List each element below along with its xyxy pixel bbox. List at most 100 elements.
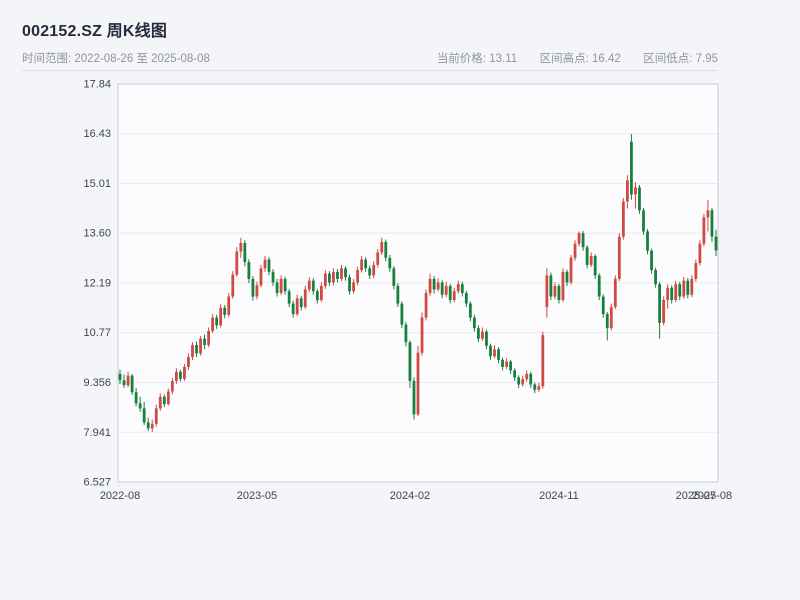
candle-body	[340, 268, 343, 279]
candle-body	[239, 243, 243, 252]
candle-body	[219, 307, 223, 326]
candle-body	[267, 259, 271, 272]
candle-body	[513, 370, 517, 378]
candle-body	[408, 342, 412, 381]
candle-body	[187, 357, 190, 367]
candle-body	[396, 285, 400, 304]
candle-body	[613, 278, 617, 308]
x-tick-label: 2024-11	[539, 490, 579, 502]
candle-body	[432, 278, 436, 290]
candle-body	[295, 298, 299, 315]
candle-body	[364, 259, 368, 269]
y-tick-label: 7.941	[83, 427, 111, 439]
candle-body	[662, 300, 666, 323]
header-divider	[22, 70, 718, 71]
candle-body	[130, 375, 134, 393]
candle-body	[231, 274, 235, 297]
candle-body	[392, 268, 396, 286]
y-tick-label: 12.19	[83, 277, 111, 289]
candle-body	[279, 278, 283, 293]
candle-body	[456, 284, 460, 292]
candle-body	[271, 271, 275, 283]
candle-body	[706, 210, 710, 218]
candle-body	[154, 408, 158, 424]
y-tick-label: 10.77	[83, 327, 111, 339]
candle-body	[380, 241, 384, 253]
candle-body	[654, 270, 657, 285]
candle-body	[243, 243, 247, 263]
candle-body	[400, 303, 404, 325]
candle-body	[227, 296, 231, 315]
candle-body	[223, 307, 227, 315]
candle-body	[332, 271, 335, 283]
candle-body	[118, 373, 122, 381]
chart-subheader: 时间范围: 2022-08-26 至 2025-08-08 当前价格: 13.1…	[22, 49, 718, 67]
candle-body	[493, 349, 496, 357]
candle-body	[537, 386, 541, 390]
candle-body	[203, 338, 206, 346]
candle-body	[561, 271, 565, 301]
candle-body	[690, 278, 694, 295]
candle-body	[215, 317, 219, 326]
candle-body	[150, 423, 154, 429]
x-tick-label: 2023-05	[237, 490, 277, 502]
candle-body	[138, 403, 142, 409]
x-tick-label: 2022-08	[100, 490, 140, 502]
candle-body	[166, 391, 170, 405]
candle-body	[638, 187, 641, 211]
range-low-label: 区间低点: 7.95	[643, 53, 718, 65]
time-range-label: 时间范围: 2022-08-26 至 2025-08-08	[22, 53, 210, 65]
candle-body	[162, 396, 166, 405]
candle-body	[416, 352, 420, 415]
candle-body	[360, 259, 364, 271]
candle-body	[323, 273, 327, 286]
candle-body	[352, 282, 355, 292]
candle-body	[134, 392, 138, 404]
candle-body	[368, 268, 372, 276]
candle-body	[517, 377, 521, 385]
candle-body	[674, 284, 678, 301]
candle-body	[577, 233, 581, 244]
candle-body	[251, 278, 255, 297]
candle-body	[404, 324, 408, 343]
range-high-label: 区间高点: 16.42	[539, 53, 621, 65]
candle-body	[625, 180, 629, 202]
candle-body	[621, 201, 625, 237]
candle-body	[477, 328, 480, 339]
candle-body	[275, 282, 279, 293]
x-tick-label: 2025-07	[676, 490, 716, 502]
candle-body	[481, 331, 484, 339]
candle-body	[384, 241, 388, 258]
current-price-label: 当前价格: 13.11	[436, 53, 518, 65]
candle-body	[259, 268, 263, 286]
candle-body	[593, 256, 597, 276]
candle-body	[589, 256, 593, 265]
candle-body	[565, 271, 569, 283]
candle-body	[666, 287, 670, 301]
candle-body	[122, 380, 126, 386]
candle-body	[207, 330, 211, 346]
candle-body	[533, 384, 537, 390]
candle-body	[557, 285, 561, 301]
candle-body	[247, 262, 251, 279]
candle-body	[702, 217, 706, 244]
candle-body	[126, 375, 130, 386]
candle-body	[601, 296, 605, 315]
y-tick-label: 6.527	[83, 477, 111, 489]
candle-body	[573, 243, 577, 258]
candle-body	[348, 277, 351, 292]
candle-body	[235, 251, 239, 275]
candle-body	[191, 345, 194, 358]
candle-body	[376, 252, 380, 265]
candle-body	[452, 291, 456, 301]
candle-body	[287, 291, 291, 304]
y-tick-label: 13.60	[83, 228, 111, 240]
candle-body	[319, 285, 323, 301]
candle-body	[444, 285, 448, 295]
candle-body	[263, 259, 267, 269]
candle-body	[195, 345, 198, 354]
plot-border	[117, 83, 719, 483]
candle-body	[472, 317, 476, 329]
candle-body	[311, 280, 315, 292]
